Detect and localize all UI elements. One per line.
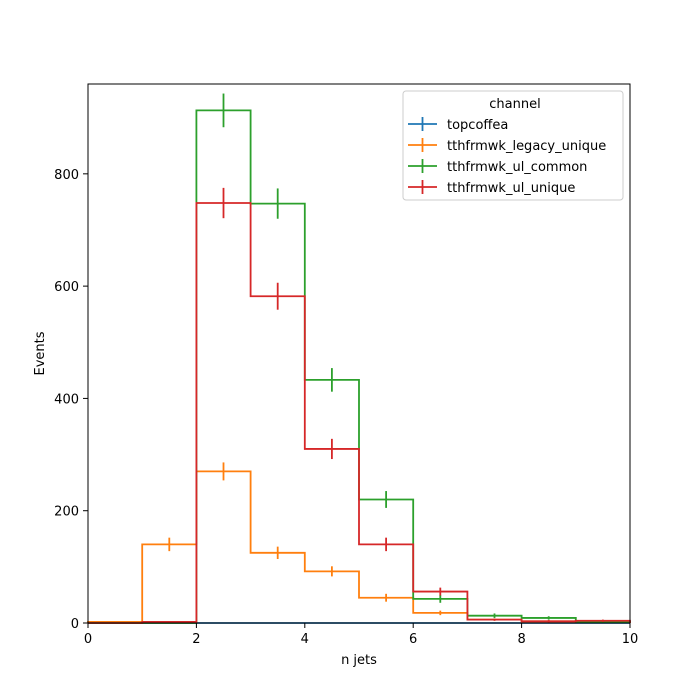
series-tthfrmwk_ul_common	[88, 93, 631, 624]
legend-label: tthfrmwk_ul_common	[447, 160, 587, 175]
x-tick-label: 0	[84, 632, 92, 647]
series-step-line	[88, 202, 631, 624]
legend-entry: tthfrmwk_ul_common	[408, 159, 587, 175]
x-tick-label: 8	[517, 632, 525, 647]
y-tick-label: 800	[54, 168, 79, 183]
x-tick-label: 10	[622, 632, 639, 647]
legend-title: channel	[489, 97, 540, 112]
axes-layer: 0 2 4 6 8 10 0 200 400 600 800 n jets Events	[33, 83, 639, 668]
legend-label: tthfrmwk_legacy_unique	[447, 139, 606, 154]
y-tick-label: 200	[54, 505, 79, 520]
x-tick-label: 6	[409, 632, 417, 647]
legend-box	[402, 90, 624, 201]
series-layer	[87, 93, 631, 624]
y-tick-label: 400	[54, 392, 79, 407]
x-tick-label: 4	[301, 632, 309, 647]
y-tick-label: 600	[54, 280, 79, 295]
legend: channel topcoffea tthfrmwk_legacy_uniquett…	[402, 90, 624, 201]
plot-frame	[87, 83, 631, 624]
y-tick-label: 0	[71, 617, 79, 632]
legend-entry: topcoffea	[408, 117, 508, 133]
legend-entry: tthfrmwk_ul_unique	[408, 180, 575, 196]
legend-label: topcoffea	[447, 118, 508, 133]
legend-entry: tthfrmwk_legacy_unique	[408, 138, 606, 154]
series-tthfrmwk_ul_unique	[88, 187, 631, 624]
y-axis-label: Events	[33, 331, 48, 375]
legend-label: tthfrmwk_ul_unique	[447, 181, 575, 196]
x-axis-label: n jets	[341, 653, 377, 668]
x-tick-label: 2	[192, 632, 200, 647]
